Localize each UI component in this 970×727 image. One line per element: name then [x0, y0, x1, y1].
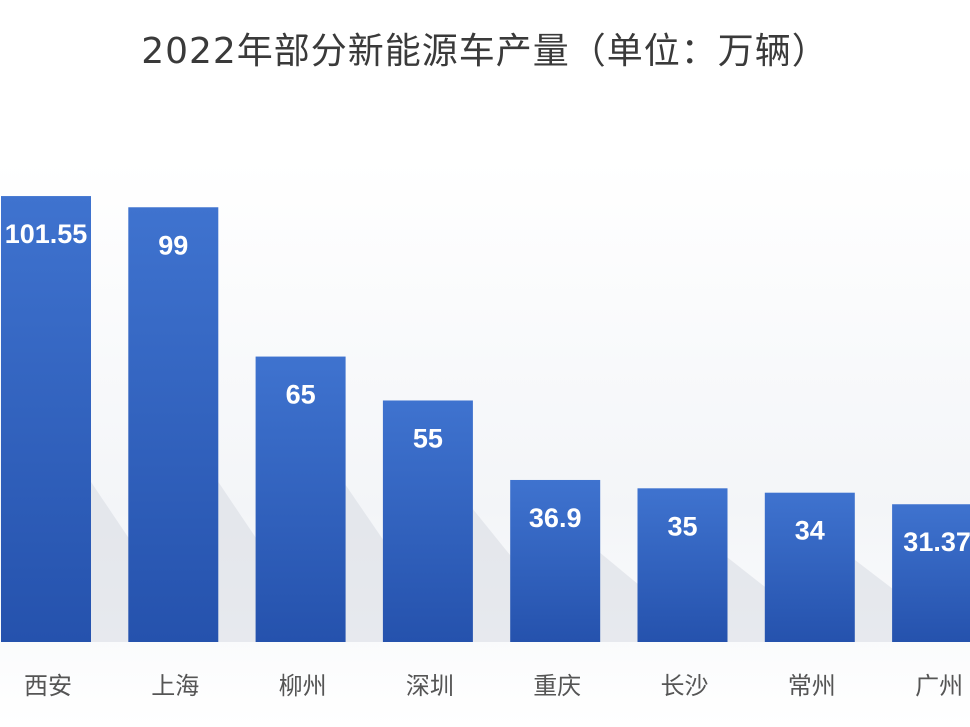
data-label: 34	[795, 516, 825, 546]
data-label: 55	[413, 423, 443, 453]
bar	[1, 196, 91, 642]
x-tick-labels-group: 西安 上海 柳州 深圳 重庆 长沙 常州 广州	[24, 672, 963, 700]
x-tick-label: 广州	[915, 672, 963, 700]
x-tick-label: 重庆	[533, 672, 581, 700]
chart-title: 2022年部分新能源车产量（单位：万辆）	[141, 31, 829, 72]
data-label: 101.55	[5, 219, 88, 249]
bar	[128, 207, 219, 642]
x-tick-label: 深圳	[406, 672, 454, 700]
data-label: 99	[158, 230, 188, 260]
bar	[637, 488, 728, 642]
bar	[892, 504, 970, 642]
bars-group	[1, 196, 970, 642]
bar	[255, 356, 346, 642]
data-label: 35	[667, 511, 697, 541]
bar	[382, 400, 473, 642]
bar	[510, 479, 601, 642]
x-tick-label: 常州	[788, 672, 836, 700]
bar	[764, 492, 855, 642]
data-label: 65	[286, 380, 316, 410]
x-tick-label: 长沙	[661, 672, 709, 700]
data-label: 36.9	[529, 503, 582, 533]
x-tick-label: 西安	[24, 672, 72, 700]
x-tick-label: 柳州	[279, 672, 327, 700]
data-labels-group: 101.55 99 65 55 36.9 35 34 31.37	[5, 219, 970, 557]
data-label: 31.37	[903, 527, 970, 557]
x-tick-label: 上海	[151, 672, 199, 700]
